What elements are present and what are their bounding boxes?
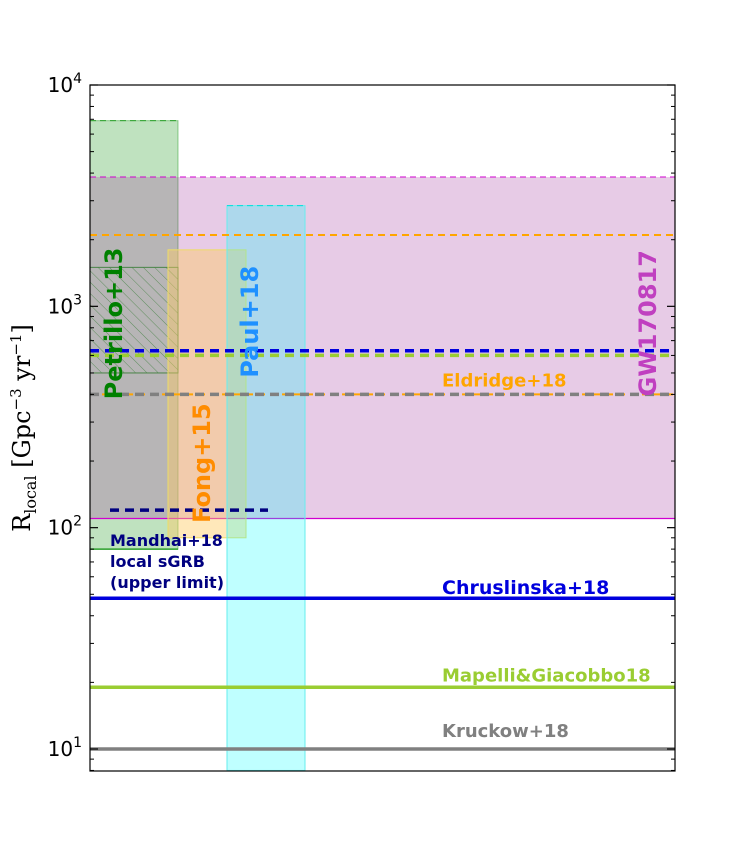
mapelli-label: Mapelli&Giacobbo18 (442, 665, 651, 686)
mandhai-label-line-0: Mandhai+18 (110, 531, 223, 550)
y-tick-label-1: 102 (48, 514, 82, 540)
mandhai-label-line-2: (upper limit) (110, 573, 224, 592)
paul-label: Paul+18 (236, 266, 264, 378)
plot-frame (89, 84, 676, 772)
y-axis-label: Rlocal [Gpc−3 yr−1] (7, 324, 40, 532)
eldridge-label: Eldridge+18 (442, 370, 567, 391)
chruslinska-label: Chruslinska+18 (442, 577, 609, 599)
y-tick-label-2: 103 (48, 292, 82, 318)
y-tick-label-0: 101 (48, 735, 82, 761)
gw170817-label: GW170817 (634, 250, 662, 396)
petrillo-label: Petrillo+13 (100, 247, 128, 399)
gw170817-band (90, 177, 675, 519)
fong-label: Fong+15 (188, 403, 216, 523)
petrillo-hatched-band (90, 266, 179, 374)
kruckow-label: Kruckow+18 (442, 721, 569, 742)
y-tick-label-3: 104 (48, 71, 82, 97)
mandhai-label-line-1: local sGRB (110, 552, 205, 571)
